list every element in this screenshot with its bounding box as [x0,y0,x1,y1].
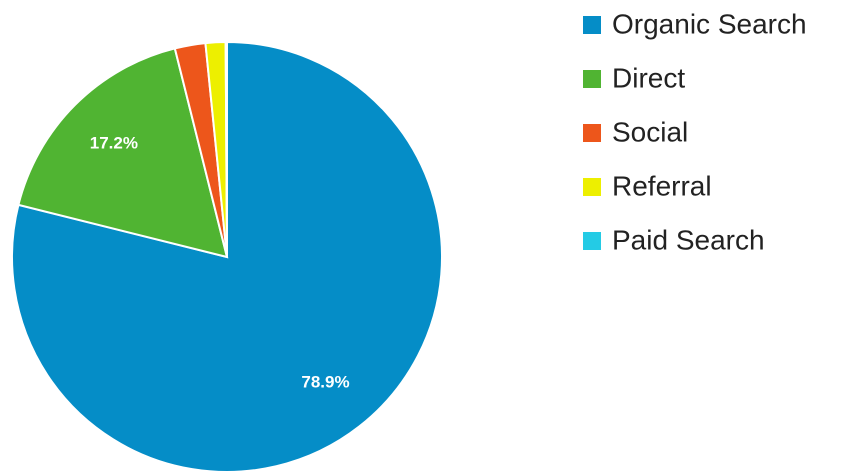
legend-label: Paid Search [612,224,765,255]
legend-swatch [583,70,601,88]
legend-swatch [583,16,601,34]
legend-label: Organic Search [612,8,807,39]
legend-swatch [583,232,601,250]
slice-label: 78.9% [301,373,349,392]
legend-label: Social [612,116,688,147]
pie-slice [17,47,229,259]
legend-swatch [583,178,601,196]
legend-swatch [583,124,601,142]
legend-label: Direct [612,62,685,93]
pie-slice [224,40,228,258]
legend-label: Referral [612,170,712,201]
slice-label: 17.2% [90,133,138,152]
